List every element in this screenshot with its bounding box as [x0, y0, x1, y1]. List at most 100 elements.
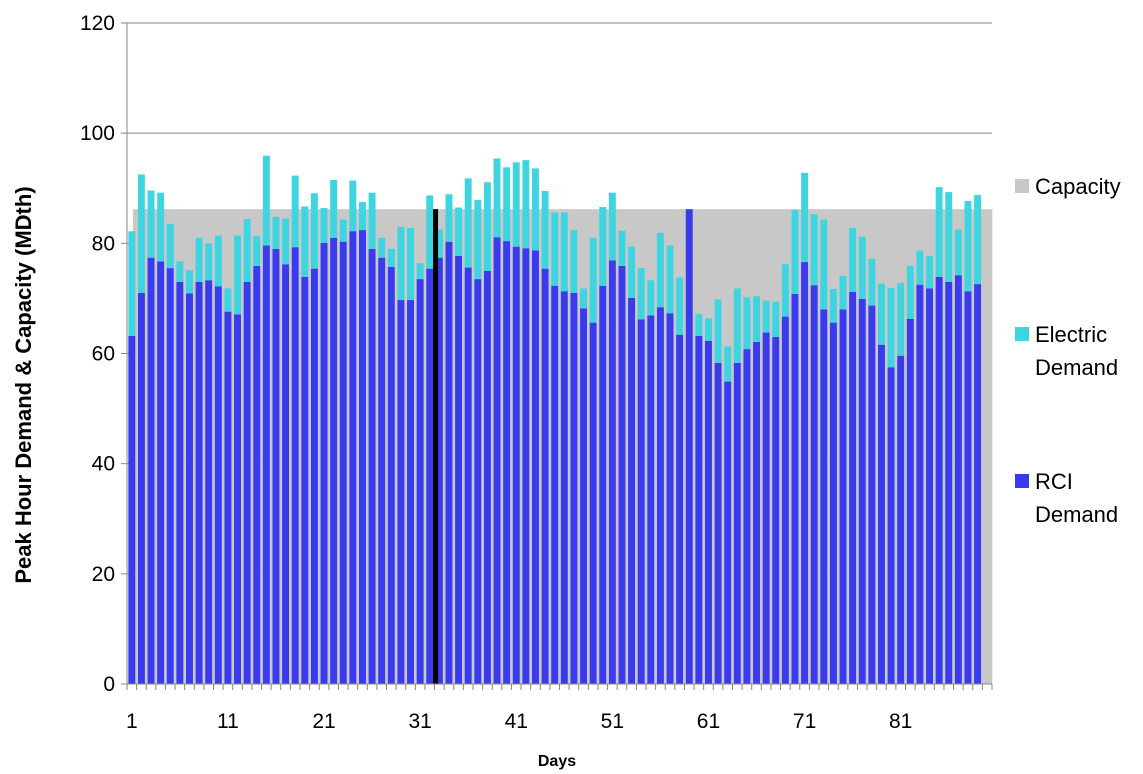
electric-demand-bar	[282, 218, 290, 265]
electric-demand-bar	[214, 235, 222, 287]
electric-demand-bar	[541, 191, 549, 269]
x-tick-label: 21	[312, 710, 335, 733]
rci-demand-bar	[945, 281, 953, 684]
plot-area	[121, 22, 993, 690]
legend-swatch-electric-demand	[1015, 327, 1029, 341]
rci-demand-bar	[330, 237, 338, 684]
y-tick-label: 0	[103, 673, 115, 696]
rci-demand-bar	[320, 242, 328, 684]
electric-demand-bar	[483, 182, 491, 271]
rci-demand-bar	[685, 209, 693, 684]
electric-demand-bar	[608, 192, 616, 261]
rci-demand-bar	[503, 241, 511, 684]
rci-demand-bar	[820, 309, 828, 684]
electric-demand-bar	[339, 219, 347, 242]
rci-demand-bar	[762, 332, 770, 684]
rci-demand-bar	[253, 265, 261, 684]
electric-demand-bar	[676, 277, 684, 335]
x-axis-title: Days	[538, 753, 576, 770]
rci-demand-bar	[243, 281, 251, 684]
capacity-bar	[982, 209, 993, 684]
rci-demand-bar	[349, 231, 357, 684]
electric-demand-bar	[262, 155, 270, 246]
rci-demand-bar	[656, 307, 664, 684]
electric-demand-bar	[387, 248, 395, 268]
electric-demand-bar	[781, 264, 789, 317]
rci-demand-bar	[753, 341, 760, 684]
rci-demand-bar	[387, 267, 395, 684]
rci-demand-bar	[705, 340, 712, 684]
bars	[128, 155, 993, 685]
electric-demand-bar	[743, 297, 751, 350]
legend-label-capacity: Capacity	[1035, 174, 1121, 199]
rci-demand-bar	[666, 313, 674, 684]
rci-demand-bar	[166, 268, 174, 684]
electric-demand-bar	[733, 288, 741, 363]
rci-demand-bar	[637, 319, 645, 684]
x-tick-label: 51	[601, 710, 624, 733]
rci-demand-bar	[522, 248, 530, 684]
rci-demand-bar	[310, 268, 318, 684]
rci-demand-bar	[935, 276, 943, 684]
electric-demand-bar	[195, 237, 203, 282]
electric-demand-bar	[945, 192, 953, 282]
x-tick-label: 41	[505, 710, 528, 733]
electric-demand-bar	[224, 288, 232, 312]
rci-demand-bar	[964, 291, 972, 684]
rci-demand-bar	[906, 318, 914, 684]
rci-demand-bar	[426, 268, 434, 684]
electric-demand-bar	[618, 230, 626, 266]
rci-demand-bar	[493, 237, 501, 684]
electric-demand-bar	[128, 231, 136, 336]
y-tick-label: 20	[92, 563, 115, 586]
electric-demand-bar	[166, 224, 174, 269]
rci-demand-bar	[801, 262, 809, 684]
electric-demand-bar	[512, 162, 520, 247]
rci-demand-bar	[589, 322, 597, 684]
x-tick-label: 31	[408, 710, 431, 733]
electric-demand-bar	[157, 192, 165, 262]
legend-item-electric-demand: Electric Demand	[1015, 322, 1118, 380]
rci-demand-bar	[570, 292, 578, 684]
electric-demand-bar	[599, 206, 607, 286]
rci-demand-bar	[724, 381, 732, 684]
axes	[126, 23, 993, 690]
rci-demand-bar	[378, 257, 386, 684]
rci-demand-bar	[147, 257, 155, 684]
electric-demand-bar	[560, 212, 568, 292]
rci-demand-bar	[128, 335, 136, 684]
rci-demand-bar	[618, 265, 626, 684]
electric-demand-bar	[243, 219, 251, 282]
electric-demand-bar	[397, 226, 405, 301]
rci-demand-bar	[974, 284, 982, 684]
electric-demand-bar	[426, 195, 434, 269]
electric-demand-bar	[772, 301, 780, 337]
rci-demand-bar	[224, 311, 232, 684]
electric-demand-bar	[964, 200, 972, 292]
electric-demand-bar	[570, 230, 578, 293]
x-tick-label: 71	[793, 710, 816, 733]
electric-demand-bar	[906, 265, 914, 319]
rci-demand-bar	[397, 300, 405, 684]
y-tick-label: 60	[92, 343, 115, 366]
rci-demand-bar	[262, 245, 270, 684]
electric-demand-bar	[291, 175, 299, 248]
electric-demand-bar	[666, 245, 674, 314]
electric-demand-bar	[310, 193, 318, 269]
electric-demand-bar	[532, 168, 539, 251]
y-tick-labels: 0 20 40 60 80 100 120	[80, 12, 115, 696]
rci-demand-bar	[282, 264, 290, 684]
electric-demand-bar	[974, 194, 982, 285]
rci-demand-bar	[474, 279, 482, 684]
rci-demand-bar	[954, 275, 962, 684]
rci-demand-bar	[205, 280, 213, 684]
electric-demand-bar	[695, 313, 703, 336]
electric-demand-bar	[628, 246, 636, 298]
electric-demand-bar	[926, 256, 933, 289]
y-tick-label: 80	[92, 232, 115, 255]
rci-demand-bar	[608, 260, 616, 684]
electric-demand-bar	[368, 192, 376, 249]
electric-demand-bar	[234, 235, 241, 315]
electric-demand-bar	[647, 280, 655, 316]
